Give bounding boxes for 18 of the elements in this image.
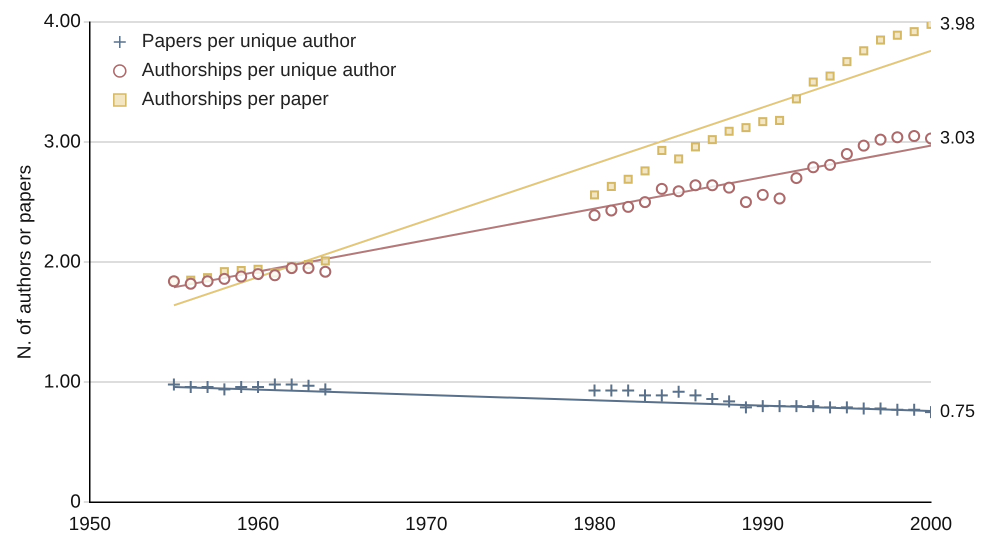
y-axis-title: N. of authors or papers bbox=[14, 164, 36, 360]
x-tick-label: 1990 bbox=[742, 514, 784, 535]
x-tick-label: 1960 bbox=[236, 514, 280, 535]
y-tick-label: 1.00 bbox=[44, 371, 81, 392]
y-tick-label: 2.00 bbox=[44, 251, 81, 272]
legend-label: Authorships per unique author bbox=[142, 60, 398, 82]
x-tick-label: 2000 bbox=[910, 514, 952, 535]
y-tick-label: 4.00 bbox=[44, 11, 81, 32]
data-label: 3.03 bbox=[940, 127, 976, 148]
y-tick-label: 3.00 bbox=[44, 131, 81, 152]
x-tick-label: 1950 bbox=[68, 514, 111, 535]
legend-label: Authorships per paper bbox=[142, 89, 330, 110]
x-tick-label: 1980 bbox=[573, 514, 616, 535]
legend-label: Papers per unique author bbox=[142, 31, 357, 52]
data-label: 0.75 bbox=[940, 401, 976, 422]
x-tick-label: 1970 bbox=[405, 514, 448, 535]
y-tick-label: 0 bbox=[70, 491, 81, 512]
data-label: 3.98 bbox=[940, 13, 976, 34]
